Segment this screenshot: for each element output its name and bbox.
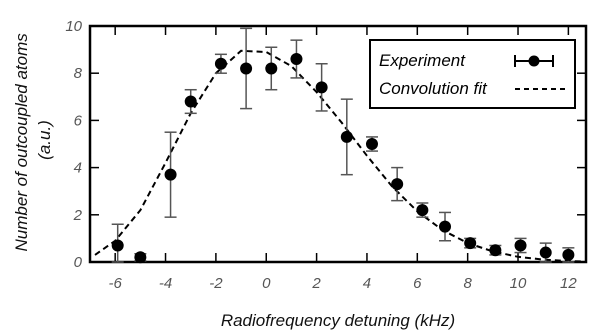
data-point [562, 248, 575, 261]
x-tick-label: -4 [159, 275, 172, 292]
axis-ticks: -6 -4 -2 0 2 4 6 8 10 12 0 2 4 6 8 10 [65, 18, 586, 292]
legend-label-fit: Convolution fit [379, 79, 488, 98]
data-point [240, 62, 253, 75]
data-point [489, 244, 502, 257]
legend-label-experiment: Experiment [379, 51, 466, 70]
x-tick-label: 6 [413, 275, 422, 292]
legend-marker [528, 55, 540, 67]
data-point [164, 168, 177, 181]
x-axis-label: Radiofrequency detuning (kHz) [221, 311, 455, 330]
data-point [184, 95, 197, 108]
y-tick-label: 2 [73, 207, 83, 224]
data-point [539, 246, 552, 259]
y-tick-label: 10 [65, 18, 82, 35]
legend: Experiment Convolution fit [369, 39, 576, 109]
data-point [464, 237, 477, 250]
y-tick-label: 6 [74, 112, 83, 129]
x-tick-label: 12 [560, 275, 577, 292]
x-tick-label: 8 [463, 275, 472, 292]
data-point [111, 239, 124, 252]
x-tick-label: 4 [363, 275, 371, 292]
y-axis-label: Number of outcoupled atoms (a.u.) [12, 28, 54, 251]
data-point [315, 81, 328, 94]
data-point [439, 220, 452, 233]
legend-box [369, 39, 576, 109]
fit-curve-layer [94, 49, 584, 263]
data-point [365, 138, 378, 150]
x-tick-label: -6 [109, 275, 123, 292]
y-tick-label: 4 [74, 160, 82, 177]
y-axis-label-line2: (a.u.) [35, 120, 54, 160]
data-point [416, 204, 429, 217]
data-point [391, 178, 404, 191]
x-tick-label: 2 [311, 275, 321, 292]
y-tick-label: 8 [74, 65, 83, 82]
x-tick-label: -2 [209, 275, 223, 292]
y-axis-label-line1: Number of outcoupled atoms [12, 33, 31, 252]
y-tick-label: 0 [74, 254, 83, 271]
data-point [265, 62, 278, 75]
x-tick-label: 10 [510, 275, 527, 292]
data-points-layer [111, 27, 575, 264]
data-point [214, 57, 227, 70]
plot-frame [88, 24, 588, 264]
x-tick-label: 0 [262, 275, 271, 292]
data-point [290, 53, 303, 66]
data-point [514, 239, 527, 252]
fit-curve [94, 49, 584, 263]
data-point [134, 251, 147, 264]
data-point [340, 130, 353, 143]
